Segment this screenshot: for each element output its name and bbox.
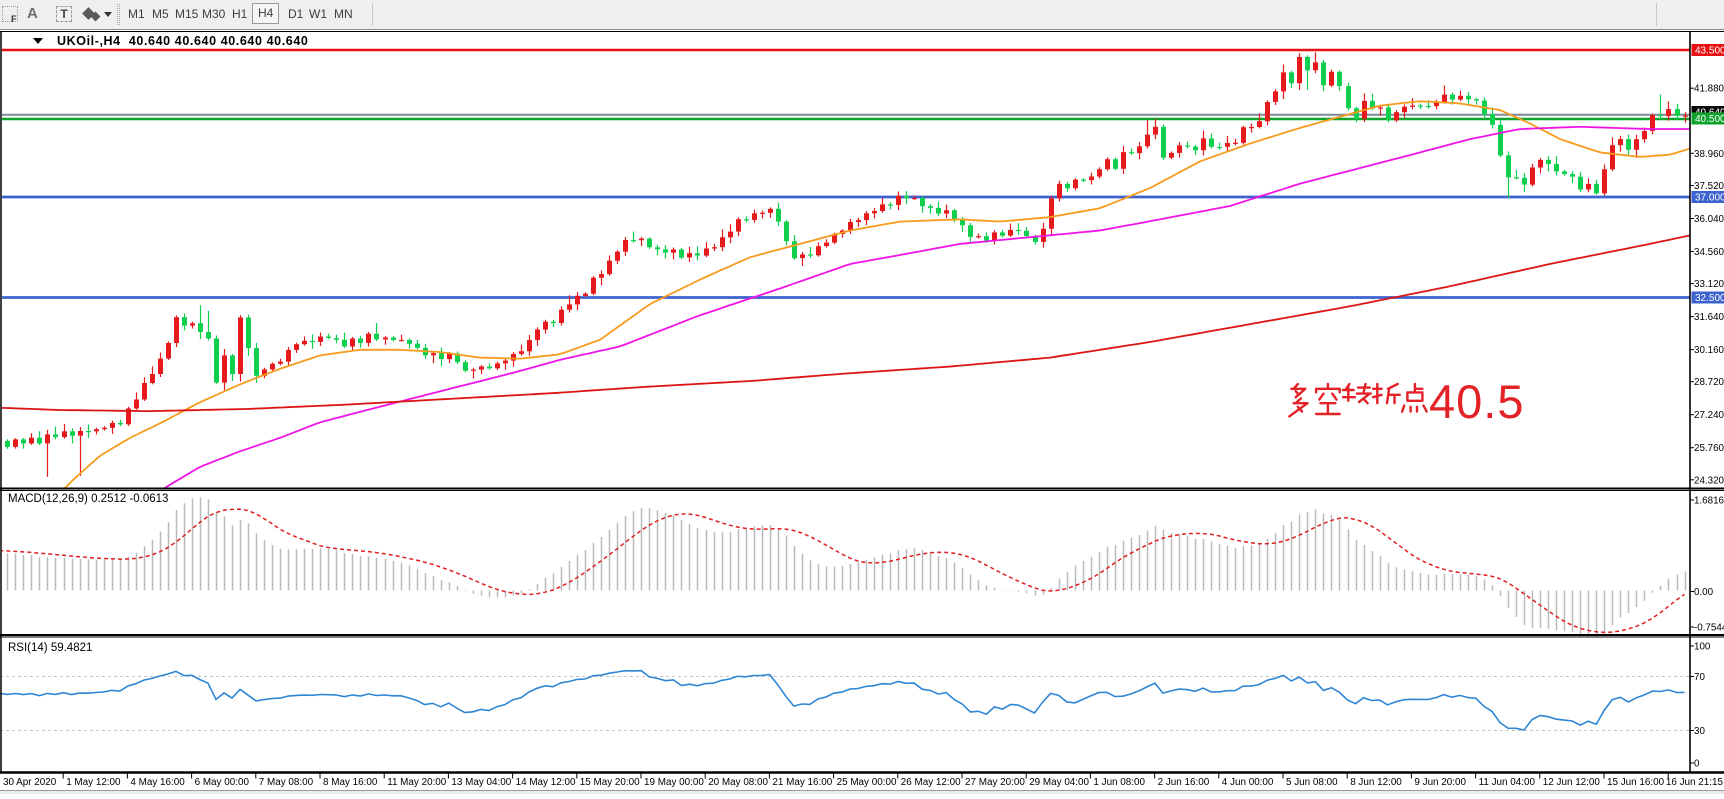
- svg-text:-0.7544: -0.7544: [1694, 623, 1724, 634]
- svg-text:37.520: 37.520: [1694, 181, 1724, 192]
- svg-text:12 Jun 12:00: 12 Jun 12:00: [1543, 777, 1601, 788]
- svg-text:32.500: 32.500: [1695, 293, 1724, 304]
- svg-text:43.500: 43.500: [1695, 46, 1724, 57]
- svg-text:33.120: 33.120: [1694, 279, 1724, 290]
- svg-text:4 May 16:00: 4 May 16:00: [130, 777, 185, 788]
- svg-text:13 May 04:00: 13 May 04:00: [451, 777, 511, 788]
- svg-text:27.240: 27.240: [1694, 410, 1724, 421]
- svg-text:40.500: 40.500: [1695, 114, 1724, 125]
- svg-text:1 May 12:00: 1 May 12:00: [66, 777, 121, 788]
- svg-text:21 May 16:00: 21 May 16:00: [772, 777, 832, 788]
- svg-text:RSI(14) 59.4821: RSI(14) 59.4821: [8, 642, 92, 654]
- svg-text:41.880: 41.880: [1694, 84, 1724, 95]
- svg-text:1 Jun 08:00: 1 Jun 08:00: [1093, 777, 1145, 788]
- svg-text:16 Jun 21:15: 16 Jun 21:15: [1666, 777, 1724, 788]
- svg-text:8 May 16:00: 8 May 16:00: [323, 777, 378, 788]
- svg-text:27 May 20:00: 27 May 20:00: [965, 777, 1025, 788]
- svg-text:4 Jun 00:00: 4 Jun 00:00: [1222, 777, 1274, 788]
- svg-text:MACD(12,26,9) 0.2512 -0.0613: MACD(12,26,9) 0.2512 -0.0613: [8, 493, 168, 505]
- svg-text:6 May 00:00: 6 May 00:00: [195, 777, 250, 788]
- svg-text:7 May 08:00: 7 May 08:00: [259, 777, 314, 788]
- svg-text:29 May 04:00: 29 May 04:00: [1029, 777, 1089, 788]
- svg-text:24.320: 24.320: [1694, 475, 1724, 486]
- svg-text:0: 0: [1694, 759, 1700, 770]
- svg-text:25 May 00:00: 25 May 00:00: [837, 777, 897, 788]
- svg-text:37.000: 37.000: [1695, 193, 1724, 204]
- svg-text:100: 100: [1694, 642, 1711, 653]
- svg-text:30: 30: [1694, 726, 1705, 737]
- svg-text:UKOil-,H4 40.640 40.640 40.64: UKOil-,H4 40.640 40.640 40.640 40.640: [57, 34, 308, 48]
- svg-text:8 Jun 12:00: 8 Jun 12:00: [1350, 777, 1402, 788]
- svg-text:5 Jun 08:00: 5 Jun 08:00: [1286, 777, 1338, 788]
- svg-text:25.760: 25.760: [1694, 443, 1724, 454]
- svg-text:9 Jun 20:00: 9 Jun 20:00: [1414, 777, 1466, 788]
- svg-text:11 May 20:00: 11 May 20:00: [387, 777, 447, 788]
- svg-text:26 May 12:00: 26 May 12:00: [901, 777, 961, 788]
- svg-text:70: 70: [1694, 672, 1705, 683]
- svg-text:30.160: 30.160: [1694, 345, 1724, 356]
- svg-text:11 Jun 04:00: 11 Jun 04:00: [1479, 777, 1536, 788]
- svg-text:1.6816: 1.6816: [1694, 496, 1724, 507]
- svg-text:36.040: 36.040: [1694, 214, 1724, 225]
- svg-text:28.720: 28.720: [1694, 377, 1724, 388]
- svg-text:14 May 12:00: 14 May 12:00: [516, 777, 576, 788]
- svg-text:30 Apr 2020: 30 Apr 2020: [3, 777, 57, 788]
- svg-text:31.640: 31.640: [1694, 312, 1724, 323]
- svg-text:20 May 08:00: 20 May 08:00: [708, 777, 768, 788]
- svg-text:15 Jun 16:00: 15 Jun 16:00: [1607, 777, 1665, 788]
- svg-text:0.00: 0.00: [1694, 587, 1714, 598]
- svg-text:19 May 00:00: 19 May 00:00: [644, 777, 704, 788]
- svg-text:15 May 20:00: 15 May 20:00: [580, 777, 640, 788]
- svg-text:40.5: 40.5: [1429, 375, 1524, 428]
- svg-text:34.560: 34.560: [1694, 247, 1724, 258]
- svg-text:38.960: 38.960: [1694, 149, 1724, 160]
- svg-text:2 Jun 16:00: 2 Jun 16:00: [1158, 777, 1210, 788]
